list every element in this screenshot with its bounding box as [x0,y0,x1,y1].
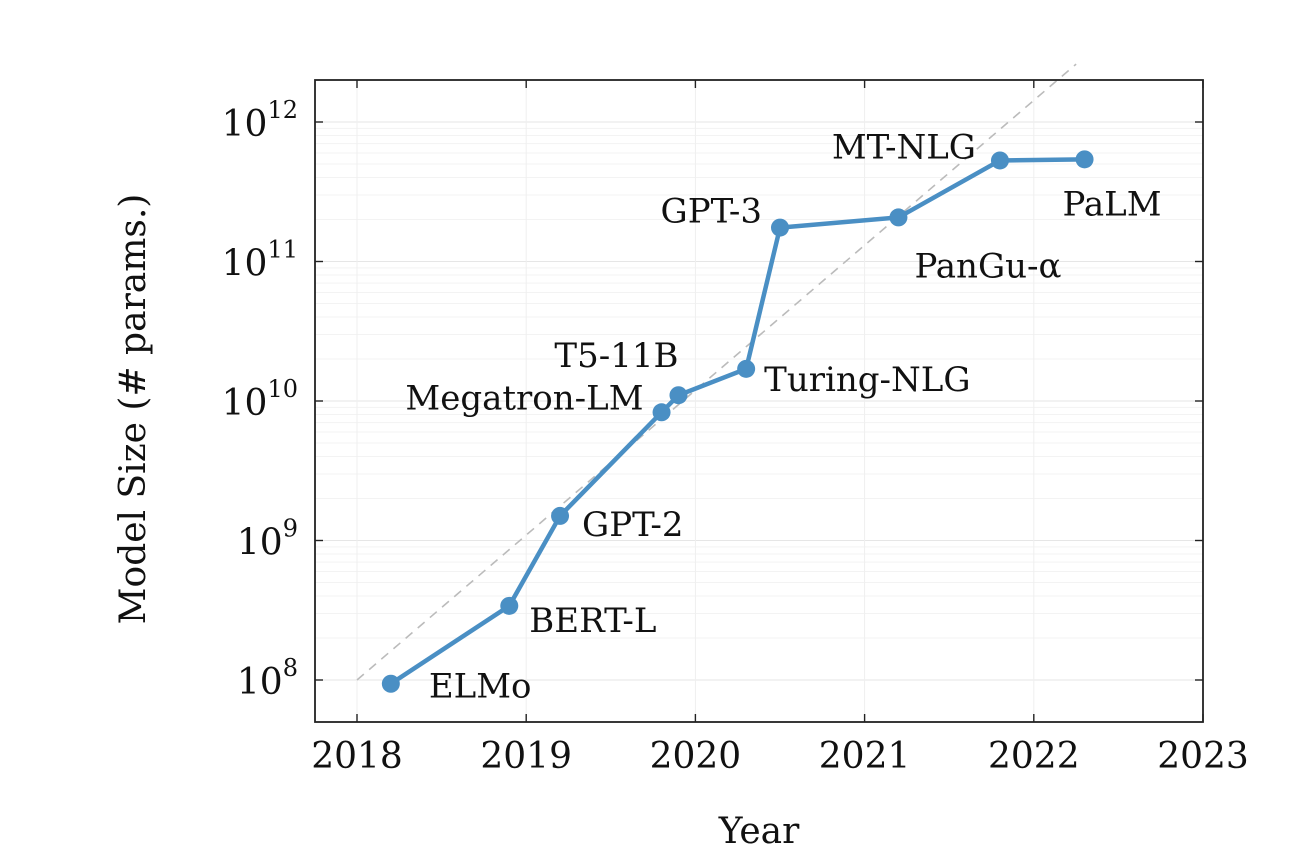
trend-line [356,63,1077,681]
y-tick-base: 10 [222,104,268,145]
y-tick-base: 10 [237,662,283,703]
data-point [669,386,688,405]
grid-layer [315,80,1204,722]
data-point [551,506,570,525]
x-tick-label: 2021 [819,736,911,777]
points-layer [381,150,1094,693]
data-point [500,596,519,615]
y-tick-label: 108 [237,654,298,703]
y-axis-label: Model Size (# params.) [113,194,154,625]
y-tick-base: 10 [237,523,283,564]
data-point [737,359,756,378]
y-tick-base: 10 [222,383,268,424]
y-tick-label: 1011 [222,236,298,285]
y-tick-exponent: 11 [267,236,298,264]
x-axis-ticks: 2018 2019 2020 2021 2022 2023 [311,80,1249,777]
x-axis-label: Year [718,811,800,852]
data-point [990,151,1009,170]
y-tick-exponent: 12 [267,96,298,124]
y-tick-exponent: 10 [267,375,298,403]
x-tick-label: 2020 [650,736,742,777]
y-tick-label: 109 [237,515,298,564]
point-label: PaLM [1063,184,1162,224]
data-point [381,674,400,693]
x-tick-label: 2023 [1157,736,1249,777]
point-label: MT-NLG [832,127,976,167]
data-point [1075,150,1094,169]
point-label: Turing-NLG [764,360,970,400]
y-tick-base: 10 [222,244,268,285]
point-label: T5-11B [554,336,678,376]
point-label: GPT-3 [661,192,762,232]
x-tick-label: 2019 [480,736,572,777]
point-label: PanGu-α [914,246,1061,286]
y-tick-label: 1010 [222,375,298,424]
x-tick-label: 2022 [988,736,1080,777]
series-line [389,157,1085,686]
data-point [889,208,908,227]
point-label: GPT-2 [582,505,683,545]
y-tick-label: 1012 [222,96,298,145]
point-label: ELMo [429,667,532,707]
data-point [771,218,789,237]
y-tick-exponent: 8 [283,654,298,682]
y-tick-exponent: 9 [283,515,298,543]
point-label: Megatron-LM [405,378,643,418]
x-tick-label: 2018 [311,736,403,777]
data-point [652,403,671,422]
point-label: BERT-L [529,601,656,641]
